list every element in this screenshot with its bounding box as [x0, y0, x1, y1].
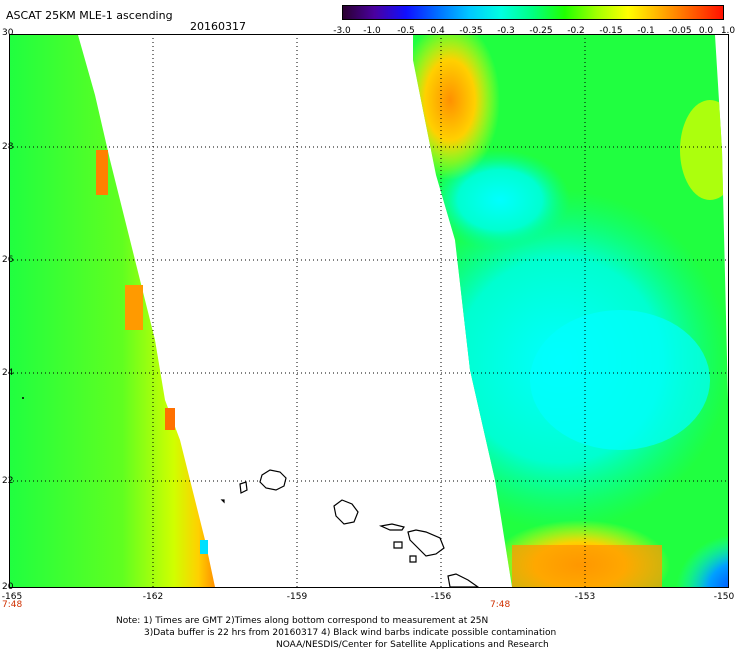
pass-time: 7:48 [2, 600, 23, 610]
lat-label: 22 [2, 476, 14, 486]
note-line: 3)Data buffer is 22 hrs from 20160317 4)… [144, 628, 557, 638]
colorbar-label: -0.4 [427, 26, 445, 36]
colorbar-label: -0.5 [397, 26, 415, 36]
lat-label: 26 [2, 255, 14, 265]
map-date: 20160317 [190, 20, 246, 33]
colorbar-label: -0.35 [459, 26, 483, 36]
colorbar-labels: -3.0 -1.0 -0.5 -0.4 -0.35 -0.3 -0.25 -0.… [326, 26, 736, 38]
colorbar-label: -0.3 [497, 26, 515, 36]
lat-label: 20 [2, 582, 14, 592]
graticule [9, 34, 729, 588]
high-residual-patch [125, 285, 143, 330]
lon-label: -159 [286, 592, 308, 602]
note-line: Note: 1) Times are GMT 2)Times along bot… [116, 616, 489, 626]
colorbar-label: -1.0 [363, 26, 381, 36]
map-frame [9, 34, 729, 588]
map-title: ASCAT 25KM MLE-1 ascending [6, 9, 173, 22]
coastline [220, 469, 480, 588]
lat-label: 30 [2, 28, 14, 38]
colorbar-label: -0.2 [567, 26, 585, 36]
colorbar-label: 1.0 [720, 26, 736, 36]
lon-label: -150 [713, 592, 735, 602]
colorbar-label: -0.15 [599, 26, 623, 36]
pass-time: 7:48 [490, 600, 511, 610]
colorbar [342, 5, 724, 20]
note-line: NOAA/NESDIS/Center for Satellite Applica… [276, 640, 549, 650]
contamination-flag [22, 397, 24, 399]
colorbar-label: 0.0 [698, 26, 714, 36]
notes: Note: 1) Times are GMT 2)Times along bot… [116, 615, 556, 651]
colorbar-label: -0.25 [529, 26, 553, 36]
lat-label: 28 [2, 142, 14, 152]
lon-label: -165 [1, 592, 23, 602]
lat-label: 24 [2, 368, 14, 378]
colorbar-label: -0.05 [668, 26, 692, 36]
colorbar-label: -0.1 [637, 26, 655, 36]
left-swath [9, 35, 215, 587]
lon-label: -153 [574, 592, 596, 602]
high-residual-patch [165, 408, 175, 430]
high-residual-patch [96, 150, 108, 195]
colorbar-label: -3.0 [333, 26, 351, 36]
lon-label: -162 [142, 592, 164, 602]
low-residual-patch [200, 540, 208, 554]
lon-label: -156 [430, 592, 452, 602]
